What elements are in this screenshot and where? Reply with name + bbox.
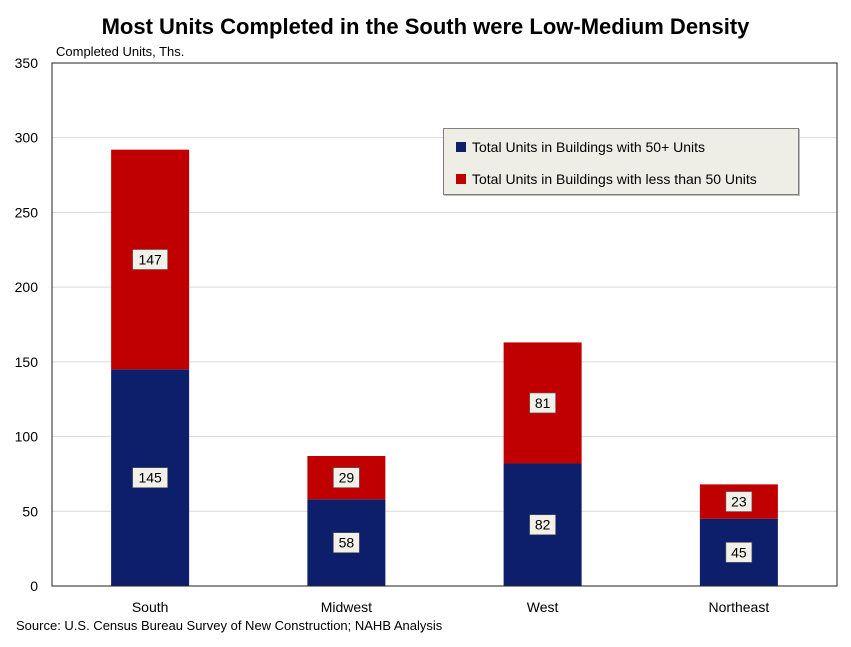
data-label: 81	[535, 395, 551, 411]
x-tick-label: Northeast	[709, 599, 770, 615]
data-label: 23	[731, 494, 747, 510]
y-axis-unit-label: Completed Units, Ths.	[56, 44, 185, 59]
data-label-box	[333, 467, 360, 488]
x-tick-label: West	[527, 599, 559, 615]
data-label: 145	[138, 470, 162, 486]
legend-item-under50: Total Units in Buildings with less than …	[456, 171, 757, 187]
data-label-box	[529, 392, 556, 414]
x-tick-label: South	[132, 599, 169, 615]
y-tick-label: 200	[15, 279, 39, 295]
y-tick-label: 300	[15, 130, 39, 146]
data-label-box	[529, 514, 556, 536]
legend-swatch-50plus	[456, 142, 466, 152]
source-note: Source: U.S. Census Bureau Survey of New…	[16, 618, 443, 633]
legend-item-50plus: Total Units in Buildings with 50+ Units	[456, 139, 705, 155]
y-tick-label: 250	[15, 204, 39, 220]
legend-label-under50: Total Units in Buildings with less than …	[472, 171, 757, 187]
y-tick-label: 100	[15, 429, 39, 445]
data-label: 29	[339, 470, 355, 486]
legend-label-50plus: Total Units in Buildings with 50+ Units	[472, 139, 706, 155]
data-label: 58	[339, 535, 355, 551]
legend-swatch-under50	[456, 174, 466, 184]
data-label: 147	[138, 251, 162, 267]
y-tick-label: 150	[15, 354, 39, 370]
data-label-box	[333, 532, 360, 553]
y-tick-label: 50	[22, 503, 38, 519]
data-label: 45	[731, 544, 747, 560]
data-label-box	[725, 542, 753, 563]
chart-title: Most Units Completed in the South were L…	[101, 14, 750, 39]
chart-legend: Total Units in Buildings with 50+ Units …	[443, 128, 799, 195]
data-label: 82	[535, 517, 551, 533]
x-tick-label: Midwest	[321, 599, 372, 615]
plot-frame	[51, 62, 838, 587]
data-label-box	[132, 249, 168, 270]
y-tick-label: 350	[15, 55, 39, 71]
data-label-box	[725, 491, 753, 512]
data-label-box	[132, 467, 168, 488]
y-tick-label: 0	[30, 578, 38, 594]
